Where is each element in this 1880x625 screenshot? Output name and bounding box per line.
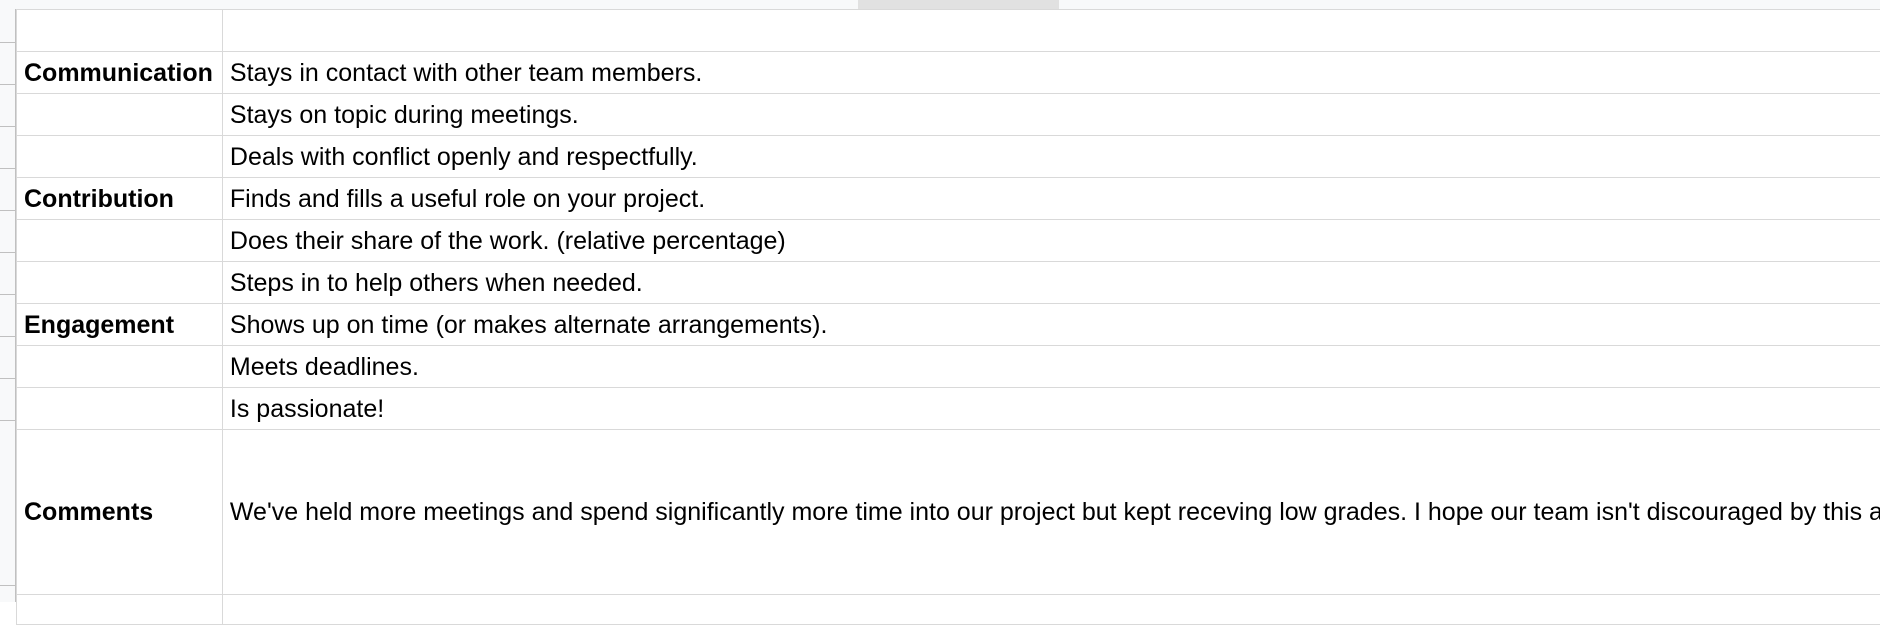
cell-empty[interactable]: [17, 346, 223, 388]
cell-empty[interactable]: [222, 10, 1880, 52]
table-row: [17, 595, 1880, 625]
table-row: Is passionate! 5 5 5 5 5: [17, 388, 1880, 430]
row-divider: [0, 294, 15, 295]
cell-empty[interactable]: [17, 388, 223, 430]
criterion-label[interactable]: Does their share of the work. (relative …: [222, 220, 1880, 262]
row-divider: [0, 84, 15, 85]
table-row: Communication Stays in contact with othe…: [17, 52, 1880, 94]
row-divider: [0, 336, 15, 337]
row-divider: [0, 252, 15, 253]
cell-empty[interactable]: [17, 10, 223, 52]
selected-column-header[interactable]: [858, 0, 1059, 9]
row-divider: [0, 378, 15, 379]
comment-text[interactable]: We've held more meetings and spend signi…: [222, 430, 1880, 595]
category-comments[interactable]: Comments: [17, 430, 223, 595]
cell-empty[interactable]: [17, 94, 223, 136]
table-row: Does their share of the work. (relative …: [17, 220, 1880, 262]
cell-empty[interactable]: [17, 595, 223, 625]
cell-empty[interactable]: [17, 220, 223, 262]
cell-empty[interactable]: [17, 136, 223, 178]
cell-empty[interactable]: [222, 595, 1880, 625]
category-engagement[interactable]: Engagement: [17, 304, 223, 346]
table-row: Deals with conflict openly and respectfu…: [17, 136, 1880, 178]
row-divider: [0, 42, 15, 43]
category-communication[interactable]: Communication: [17, 52, 223, 94]
table-row: Meets deadlines. 5 5 5 5 5: [17, 346, 1880, 388]
category-contribution[interactable]: Contribution: [17, 178, 223, 220]
row-divider: [0, 126, 15, 127]
row-divider: [0, 585, 15, 586]
comments-row: Comments We've held more meetings and sp…: [17, 430, 1880, 595]
row-divider: [0, 210, 15, 211]
criterion-label[interactable]: Stays in contact with other team members…: [222, 52, 1880, 94]
table-row: Steps in to help others when needed. 5 5…: [17, 262, 1880, 304]
table-row: Engagement Shows up on time (or makes al…: [17, 304, 1880, 346]
table-row: Contribution Finds and fills a useful ro…: [17, 178, 1880, 220]
criterion-label[interactable]: Shows up on time (or makes alternate arr…: [222, 304, 1880, 346]
row-header-strip[interactable]: [0, 9, 16, 602]
spreadsheet-grid: Ty Derek Jordan Thomas Quentin Communica…: [16, 9, 1880, 625]
row-divider: [0, 420, 15, 421]
criterion-label[interactable]: Deals with conflict openly and respectfu…: [222, 136, 1880, 178]
row-divider: [0, 168, 15, 169]
criterion-label[interactable]: Steps in to help others when needed.: [222, 262, 1880, 304]
criterion-label[interactable]: Is passionate!: [222, 388, 1880, 430]
criterion-label[interactable]: Finds and fills a useful role on your pr…: [222, 178, 1880, 220]
header-row: Ty Derek Jordan Thomas Quentin: [17, 10, 1880, 52]
criterion-label[interactable]: Stays on topic during meetings.: [222, 94, 1880, 136]
cell-empty[interactable]: [17, 262, 223, 304]
table-row: Stays on topic during meetings. 5 5 5 5 …: [17, 94, 1880, 136]
criterion-label[interactable]: Meets deadlines.: [222, 346, 1880, 388]
